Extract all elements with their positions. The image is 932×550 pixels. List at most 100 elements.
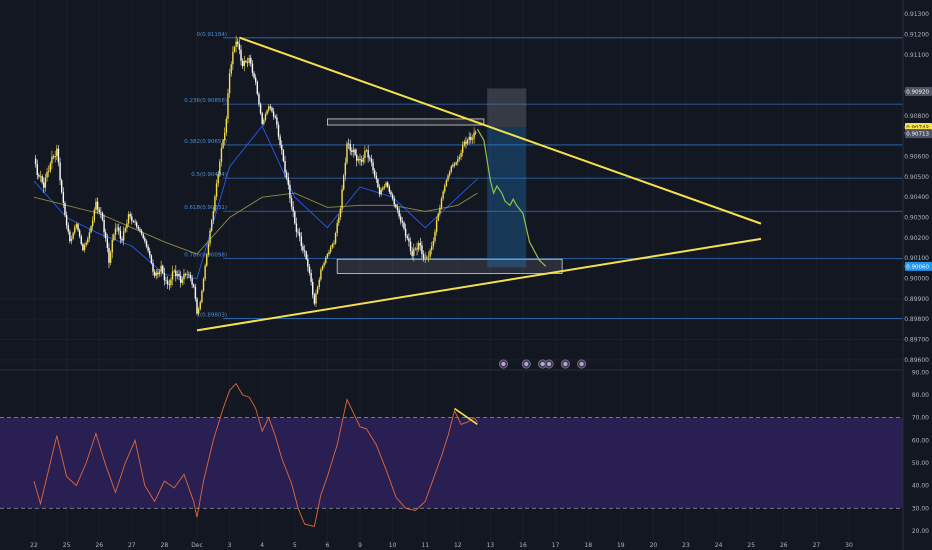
candle-body [78,230,81,237]
rsi-line [33,382,478,527]
candle-body [263,119,265,124]
candle-body [87,238,89,243]
candle-body [468,136,470,140]
candle-body [209,230,211,244]
candle-body [365,150,368,151]
candle-body [49,163,51,171]
candle-body [448,171,451,176]
candle-body [131,216,133,222]
price-axis-tick-label: 0.90400 [904,194,929,201]
candle-body [333,243,335,245]
candle-body [246,62,249,63]
time-axis-tick-label: 9 [358,542,362,549]
time-axis-tick-label: 4 [260,542,264,549]
candle-body [373,170,376,176]
candle-body [170,279,172,286]
candle-body [41,176,43,183]
candle-body [450,166,452,172]
rsi-axis-tick-label: 90.00 [912,369,929,376]
sd-zone [326,118,485,126]
candle-body [93,209,96,221]
candle-body [204,265,206,279]
candle-body [127,214,130,224]
candle-body [173,270,175,272]
candle-body [352,149,355,153]
price-axis[interactable]: 0.91300 0.91200 0.91100 0.90920 0.90800 0.907… [904,0,932,370]
candle-body [452,164,454,167]
candle-body [465,141,467,144]
candle-body [160,265,162,272]
candle-body [144,238,146,242]
candle-body [106,238,109,248]
candle-body [323,262,325,267]
candle-body [95,201,97,210]
time-axis-tick-label: 12 [454,542,462,549]
price-axis-bg [904,0,932,370]
candle-body [184,273,187,275]
candle-body [440,198,443,208]
candle-body [385,182,387,187]
candle-body [105,232,107,239]
candle-body [175,270,177,276]
candle-body [214,196,216,212]
candle-body [313,294,316,304]
sd-zone [336,258,563,274]
fib-level-label: 0.236(0.90858) [184,98,227,104]
time-axis-tick-label: 26 [780,542,788,549]
rsi-axis[interactable]: 90.00 80.00 70.00 60.00 50.00 40.00 30.00 20.00 [912,369,929,535]
supply-demand-zones [326,118,563,274]
time-axis[interactable]: 22 25 26 27 28 Dec 3 4 5 6 9 10 11 12 13 16 17 18 19 20 23 24… [30,542,853,549]
candle-body [312,281,314,295]
candle-body [269,106,272,108]
candle-body [222,140,224,149]
candle-body [369,157,371,159]
fib-level-label: 0.786(0.90098) [184,253,227,259]
candle-body [132,221,135,222]
triangle-trendlines[interactable] [196,36,762,332]
fib-level-label: 0.382(0.90657) [184,139,227,145]
candle-body [439,207,441,214]
candle-body [453,164,456,166]
short-position-tool[interactable] [487,88,527,268]
time-axis-tick-label: 20 [650,542,658,549]
time-axis-tick-label: 30 [845,542,853,549]
candle-body [387,182,389,187]
candle-body [256,81,259,94]
candle-body [70,238,73,242]
price-axis-tick-label: 0.89700 [904,337,929,344]
candle-body [466,139,469,144]
price-projection [476,128,547,267]
candle-body [108,247,110,263]
candle-body [463,141,466,146]
candle-body [227,93,229,119]
event-markers[interactable] [498,359,587,369]
candle-body [287,177,289,185]
candle-body [346,143,348,163]
candle-body [334,233,337,244]
candle-body [150,255,153,264]
candle-body [54,156,56,158]
candle-body [56,148,58,157]
candle-body [237,41,239,44]
candle-body [57,148,60,163]
candle-body [233,46,236,52]
candle-body [300,236,303,247]
candle-body [140,230,143,235]
candle-body [98,209,100,213]
candle-body [362,158,364,162]
candle-body [189,274,192,279]
candle-body [347,143,350,145]
candle-body [51,156,53,164]
time-axis-tick-label: 25 [63,542,71,549]
candle-body [67,225,69,232]
candle-body [417,243,420,250]
candle-body [210,220,213,231]
candle-body [241,60,244,67]
candle-body [388,186,391,192]
candle-body [149,250,151,256]
fibonacci-levels: 0(0.91184) 0.236(0.90858) 0.382(0.90657) 0.… [184,32,903,319]
time-axis-tick-label: 27 [813,542,821,549]
candle-body [290,198,293,207]
candle-body [457,159,459,163]
